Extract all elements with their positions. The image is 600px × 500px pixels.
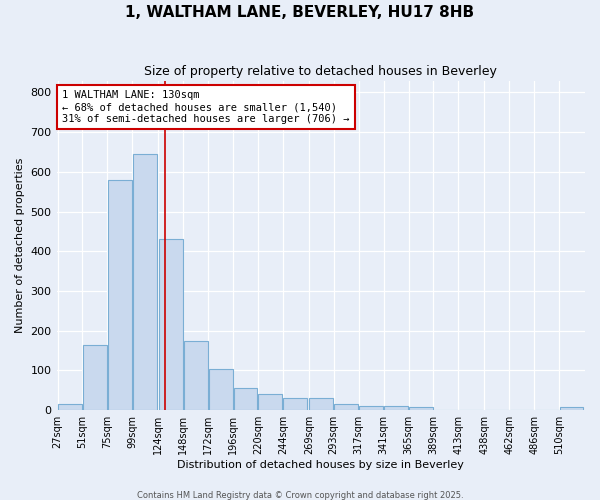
Bar (310, 398, 333, 410)
Text: 1 WALTHAM LANE: 130sqm
← 68% of detached houses are smaller (1,540)
31% of semi-: 1 WALTHAM LANE: 130sqm ← 68% of detached… (62, 90, 349, 124)
Bar (133, 154, 157, 410)
Bar (283, 398, 307, 410)
Bar (233, 388, 257, 410)
Bar (259, 394, 283, 410)
Bar (359, 406, 383, 410)
Bar (58, 404, 82, 410)
Bar (184, 340, 208, 410)
Bar (108, 180, 132, 410)
Bar (334, 404, 358, 410)
Bar (159, 240, 182, 410)
Y-axis label: Number of detached properties: Number of detached properties (15, 158, 25, 333)
Bar (560, 407, 583, 410)
Bar (409, 407, 433, 410)
Bar (384, 406, 408, 410)
Title: Size of property relative to detached houses in Beverley: Size of property relative to detached ho… (145, 65, 497, 78)
X-axis label: Distribution of detached houses by size in Beverley: Distribution of detached houses by size … (178, 460, 464, 470)
Bar (83, 344, 107, 410)
Bar (209, 368, 233, 410)
Text: Contains HM Land Registry data © Crown copyright and database right 2025.: Contains HM Land Registry data © Crown c… (137, 490, 463, 500)
Text: 1, WALTHAM LANE, BEVERLEY, HU17 8HB: 1, WALTHAM LANE, BEVERLEY, HU17 8HB (125, 5, 475, 20)
